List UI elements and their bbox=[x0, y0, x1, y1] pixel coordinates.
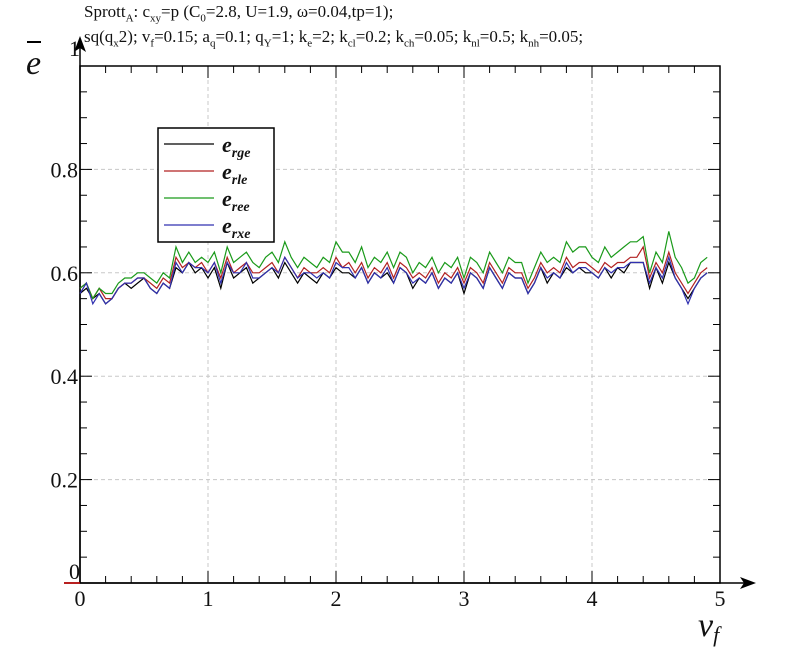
series-line-rle bbox=[79, 245, 708, 300]
y-tick-label-5: 1 bbox=[69, 36, 80, 61]
legend-label-sub: rxe bbox=[232, 227, 251, 242]
header-1-part-1: A bbox=[125, 12, 134, 25]
header-2-part-12: =0.2; k bbox=[355, 27, 404, 46]
series-line-ree bbox=[79, 231, 708, 300]
x-tick-label-3: 3 bbox=[459, 586, 470, 611]
header-1-part-0: Sprott bbox=[84, 2, 126, 21]
x-axis-title: vf bbox=[698, 607, 722, 647]
y-tick-label-2: 0.4 bbox=[51, 364, 79, 389]
x-tick-label-2: 2 bbox=[331, 586, 342, 611]
series-line-rxe bbox=[79, 255, 708, 306]
header-2-part-0: sq(q bbox=[84, 27, 114, 46]
header-line-1: SprottA: cxy=p (C0=2.8, U=1.9, ω=0.04,tp… bbox=[84, 2, 393, 24]
legend-label-base: e bbox=[222, 132, 232, 157]
legend-label-base: e bbox=[222, 213, 232, 238]
legend-label-base: e bbox=[222, 186, 232, 211]
header-2-part-11: cl bbox=[347, 37, 356, 50]
header-1-part-5: 0 bbox=[200, 12, 206, 25]
header-2-part-1: x bbox=[113, 37, 119, 50]
header-2-part-4: =0.15; a bbox=[154, 27, 210, 46]
header-2-part-15: nl bbox=[471, 37, 480, 50]
legend-label-rxe: erxe bbox=[222, 213, 250, 242]
legend-label-sub: rle bbox=[232, 173, 248, 188]
x-tick-label-5: 5 bbox=[715, 586, 726, 611]
legend-label-ree: eree bbox=[222, 186, 250, 215]
header-2-part-17: nh bbox=[528, 37, 540, 50]
x-tick-label-1: 1 bbox=[203, 586, 214, 611]
y-tick-label-3: 0.6 bbox=[51, 261, 79, 286]
y-tick-label-1: 0.2 bbox=[51, 468, 79, 493]
header-2-part-16: =0.5; k bbox=[479, 27, 529, 46]
x-axis-arrow bbox=[740, 577, 756, 589]
header-2-part-6: =0.1; q bbox=[215, 27, 264, 46]
header-1-part-4: =p (C bbox=[161, 2, 201, 21]
header-1-part-3: xy bbox=[150, 12, 162, 25]
y-tick-label-0: 0 bbox=[69, 559, 80, 584]
header-2-part-13: ch bbox=[404, 37, 415, 50]
legend-label-base: e bbox=[222, 159, 232, 184]
y-axis-arrow bbox=[74, 36, 86, 52]
header-2-part-7: Y bbox=[263, 37, 272, 50]
header-1-part-2: : c bbox=[133, 2, 151, 21]
x-tick-label-0: 0 bbox=[75, 586, 86, 611]
legend-label-rge: erge bbox=[222, 132, 250, 161]
header-2-part-5: q bbox=[209, 37, 216, 50]
x-tick-label-4: 4 bbox=[587, 586, 598, 611]
legend-label-rle: erle bbox=[222, 159, 247, 188]
header-2-part-18: =0.05; bbox=[539, 27, 584, 46]
header-2-part-8: =1; k bbox=[271, 27, 308, 46]
header-2-part-9: e bbox=[307, 37, 313, 50]
header-2-part-14: =0.05; k bbox=[414, 27, 472, 46]
header-2-part-10: =2; k bbox=[312, 27, 348, 46]
legend-label-sub: ree bbox=[232, 200, 250, 215]
x-axis-title-subscript: f bbox=[713, 622, 722, 647]
header-line-2: sq(qx2); vf=0.15; aq=0.1; qY=1; ke=2; kc… bbox=[84, 27, 583, 49]
y-tick-label-4: 0.8 bbox=[51, 157, 79, 182]
header-1-part-6: =2.8, U=1.9, ω=0.04,tp=1); bbox=[205, 2, 394, 21]
legend-label-sub: rge bbox=[232, 146, 251, 161]
y-axis-title: e bbox=[26, 45, 41, 82]
header-2-part-3: f bbox=[150, 37, 155, 50]
header-2-part-2: 2); v bbox=[118, 27, 151, 46]
legend-box bbox=[157, 127, 275, 243]
